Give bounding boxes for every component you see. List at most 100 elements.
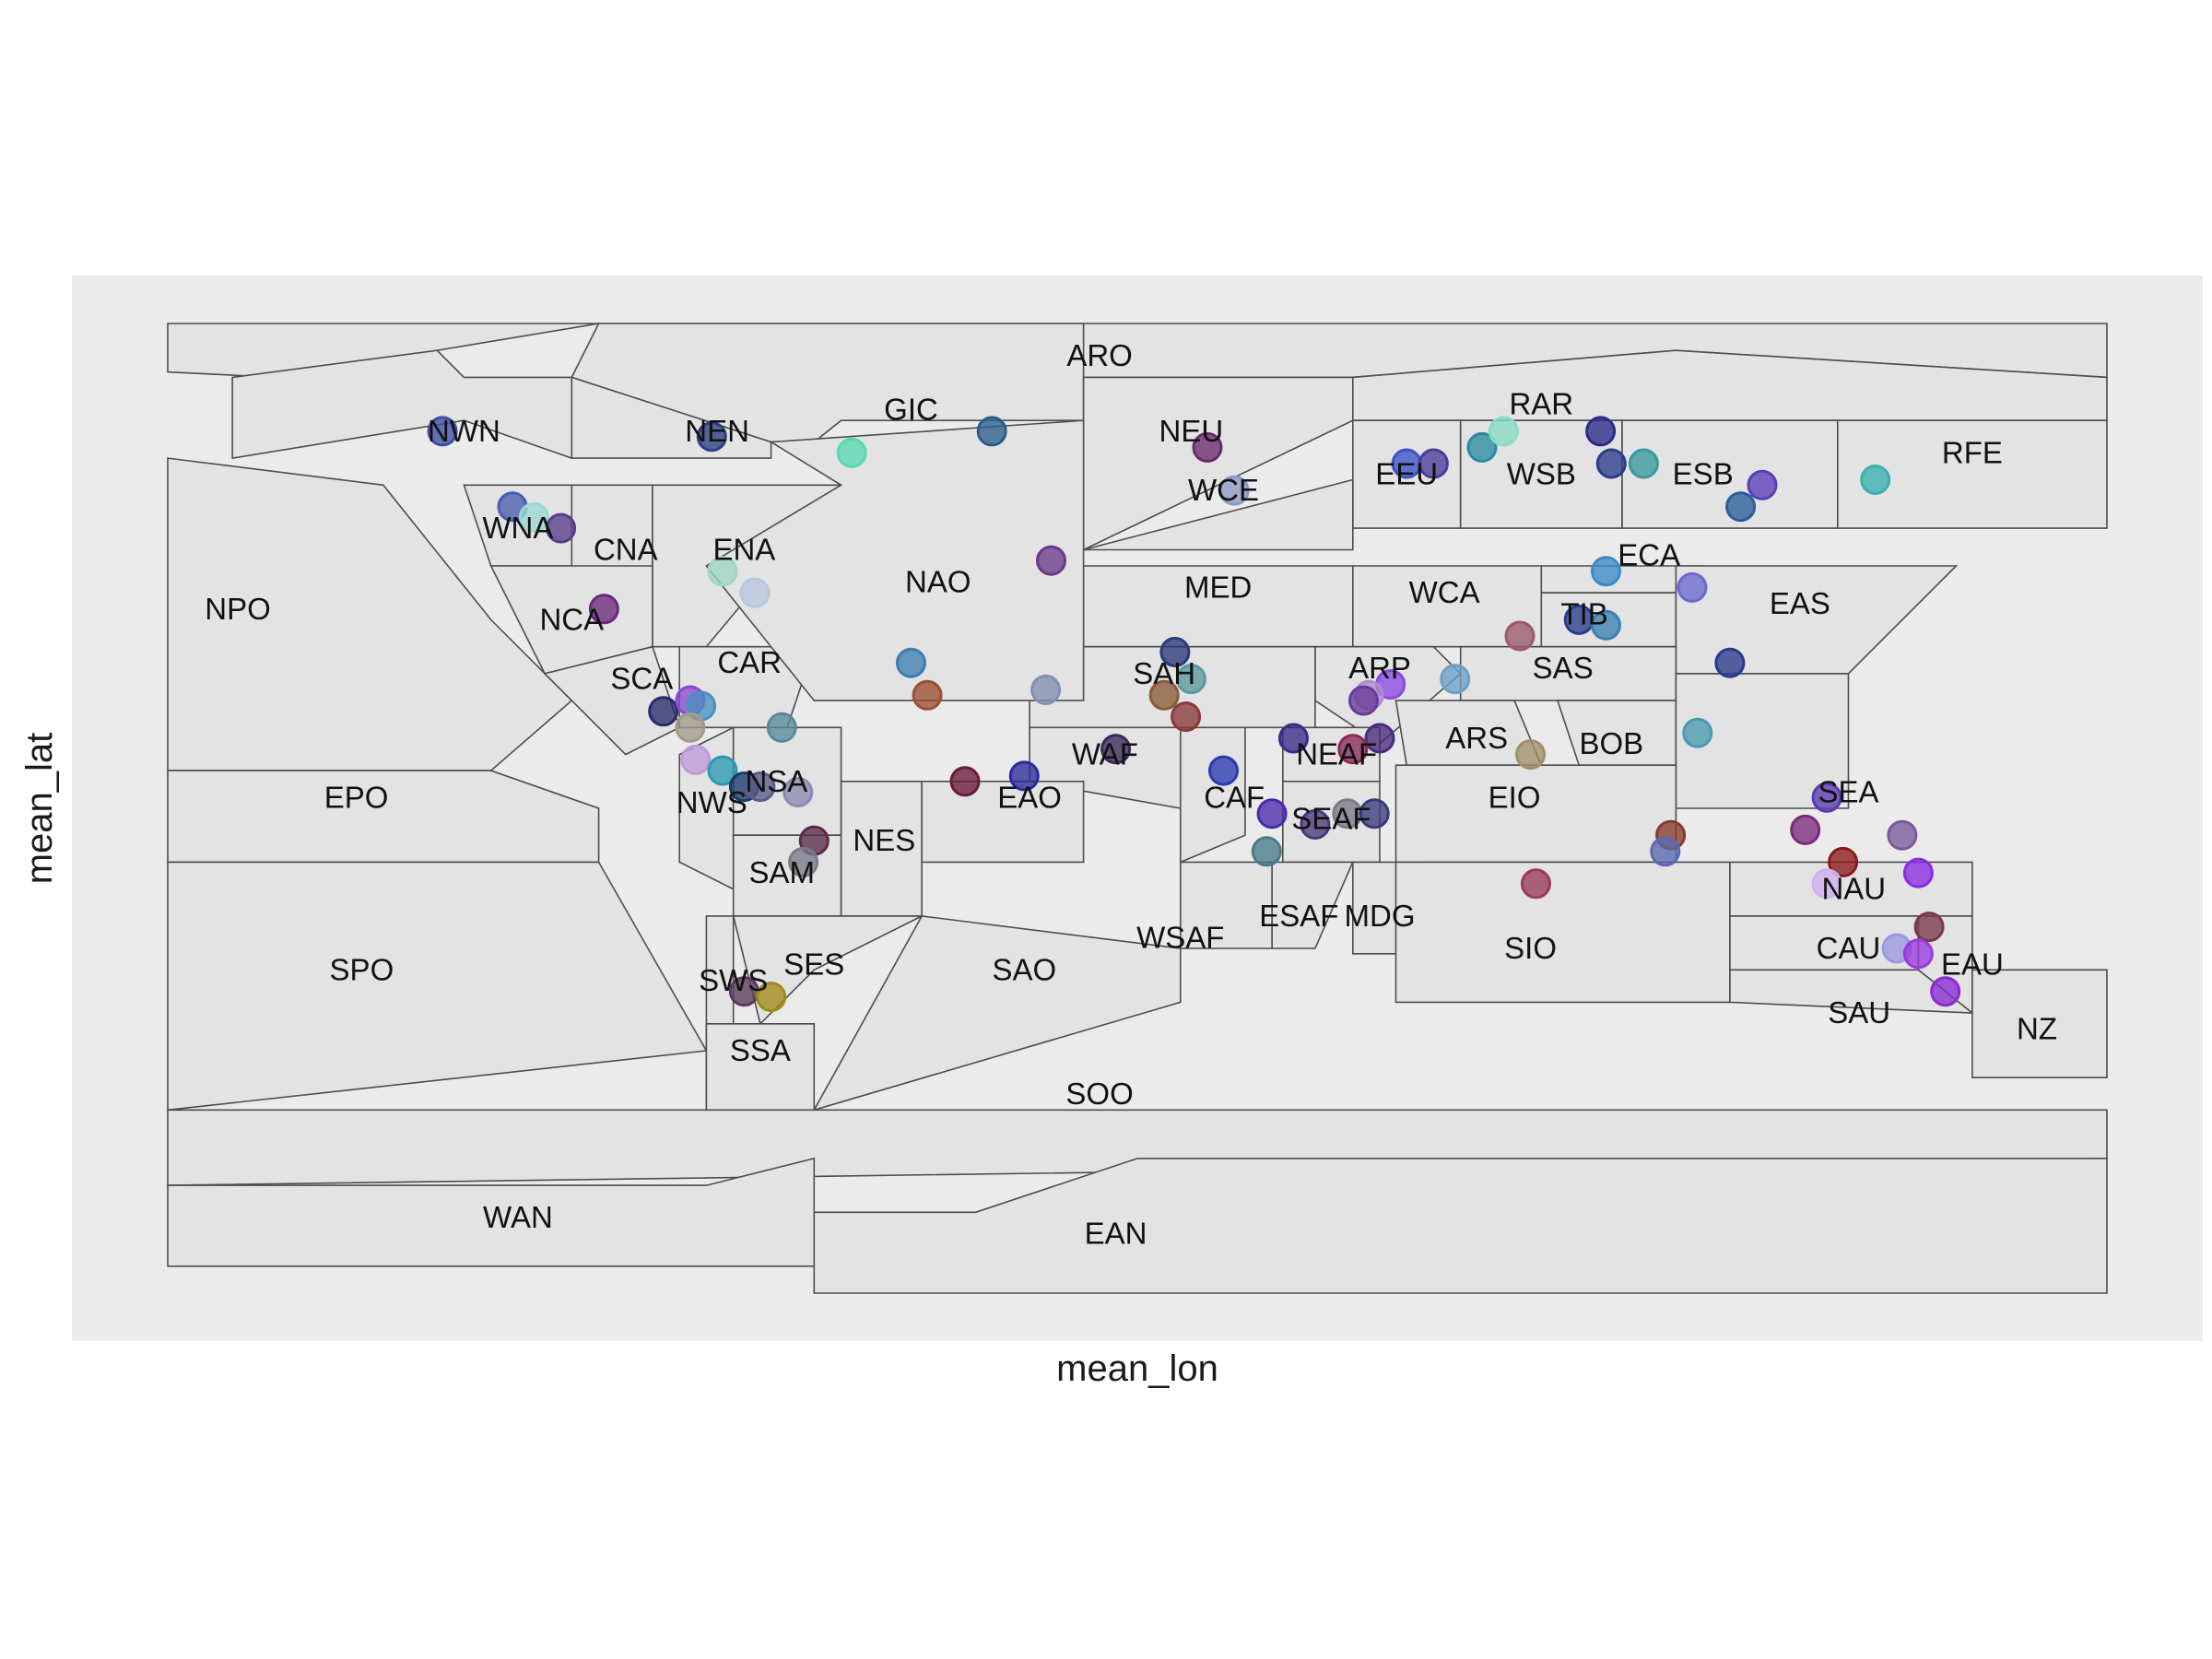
region-label-nen: NEN <box>685 414 749 448</box>
region-label-wsb: WSB <box>1507 457 1576 491</box>
region-label-sam: SAM <box>749 855 816 889</box>
data-point <box>1591 556 1621 587</box>
region-label-gic: GIC <box>884 393 938 427</box>
data-point <box>707 755 738 786</box>
region-label-ses: SES <box>783 947 844 982</box>
regions-layer <box>167 323 2108 1294</box>
data-point <box>1148 679 1180 711</box>
data-point <box>1171 701 1202 733</box>
data-point <box>1251 836 1282 867</box>
x-axis-title: mean_lon <box>1056 1348 1218 1389</box>
data-point <box>1192 431 1223 463</box>
data-point <box>1591 609 1621 641</box>
data-point <box>1418 448 1449 479</box>
region-label-neaf: NEAF <box>1296 737 1377 771</box>
region-wsaf <box>1180 861 1273 949</box>
data-point <box>1682 717 1713 748</box>
data-point <box>1747 469 1778 500</box>
data-point <box>1256 798 1288 830</box>
data-point <box>756 982 787 1013</box>
region-label-eau: EAU <box>1941 947 2004 982</box>
data-point <box>1359 798 1390 830</box>
region-label-soo: SOO <box>1065 1077 1133 1111</box>
data-point <box>1036 545 1066 576</box>
data-point <box>1887 819 1918 851</box>
region-label-cna: CNA <box>594 533 658 567</box>
region-labels-layer: ARO GIC NWN NEN NEU RAR EEU WSB ESB RFE WCE MED WCA E… <box>205 338 2057 1251</box>
data-point <box>1466 431 1498 463</box>
region-label-tib: TIB <box>1560 597 1607 631</box>
region-label-sao: SAO <box>992 952 1056 986</box>
region-label-wce: WCE <box>1188 473 1259 507</box>
region-label-sca: SCA <box>610 662 673 696</box>
data-point <box>1348 685 1379 716</box>
data-point <box>1714 647 1746 678</box>
region-sao <box>812 915 1182 1112</box>
data-point <box>1488 416 1519 447</box>
region-label-neu: NEU <box>1159 414 1224 448</box>
data-point <box>1521 868 1551 900</box>
region-label-ena: ENA <box>712 533 775 567</box>
region-label-eio: EIO <box>1488 780 1541 814</box>
region-sio <box>1394 861 1731 1004</box>
data-point <box>1595 448 1627 479</box>
data-point <box>1300 809 1331 840</box>
region-label-rfe: RFE <box>1942 435 2003 469</box>
region-label-spo: SPO <box>330 952 394 986</box>
region-label-eeu: EEU <box>1375 457 1438 491</box>
region-label-cau: CAU <box>1817 931 1881 965</box>
region-label-waf: WAF <box>1072 737 1138 771</box>
region-label-wna: WNA <box>482 511 553 545</box>
data-point <box>1008 760 1040 792</box>
data-point <box>648 696 679 727</box>
data-point <box>1504 620 1535 652</box>
data-point <box>1100 734 1132 765</box>
data-point <box>1337 734 1369 765</box>
data-point <box>976 416 1007 447</box>
data-point <box>912 679 943 711</box>
data-point <box>836 437 867 468</box>
region-label-aro: ARO <box>1066 338 1133 372</box>
data-point <box>546 512 577 544</box>
data-point <box>1902 857 1934 888</box>
data-point <box>1811 868 1842 900</box>
region-label-sau: SAU <box>1828 995 1890 1030</box>
region-label-sio: SIO <box>1504 931 1557 965</box>
data-point <box>1677 571 1708 603</box>
data-point <box>949 766 981 797</box>
data-point <box>518 501 549 533</box>
data-point <box>745 771 776 803</box>
region-label-car: CAR <box>717 645 782 679</box>
region-label-nes: NES <box>853 823 915 857</box>
region-label-epo: EPO <box>324 780 389 814</box>
region-label-eas: EAS <box>1770 586 1830 620</box>
data-point <box>1860 465 1891 495</box>
region-label-sas: SAS <box>1533 651 1594 685</box>
data-point <box>896 647 926 678</box>
region-label-wan: WAN <box>483 1200 553 1234</box>
region-label-nau: NAU <box>1821 872 1886 906</box>
region-label-nz: NZ <box>2017 1012 2057 1046</box>
region-label-eca: ECA <box>1618 537 1680 571</box>
data-point <box>1902 938 1934 970</box>
data-point <box>1828 846 1859 877</box>
region-label-ean: EAN <box>1085 1217 1147 1251</box>
region-sea <box>1675 673 1850 809</box>
region-label-med: MED <box>1184 570 1252 604</box>
data-point <box>739 577 771 608</box>
data-point <box>782 777 814 807</box>
region-label-nws: NWS <box>677 785 747 819</box>
region-label-ssa: SSA <box>730 1033 791 1067</box>
region-label-nao: NAO <box>905 565 971 599</box>
region-label-nwn: NWN <box>428 414 500 448</box>
data-point <box>696 421 727 453</box>
region-label-wsaf: WSAF <box>1136 920 1224 954</box>
data-point <box>788 846 819 877</box>
data-point <box>427 416 458 447</box>
region-label-eao: EAO <box>997 780 1062 814</box>
data-point <box>1278 723 1309 754</box>
data-point <box>1440 664 1471 695</box>
data-point <box>1650 836 1681 867</box>
data-point <box>1515 739 1547 771</box>
